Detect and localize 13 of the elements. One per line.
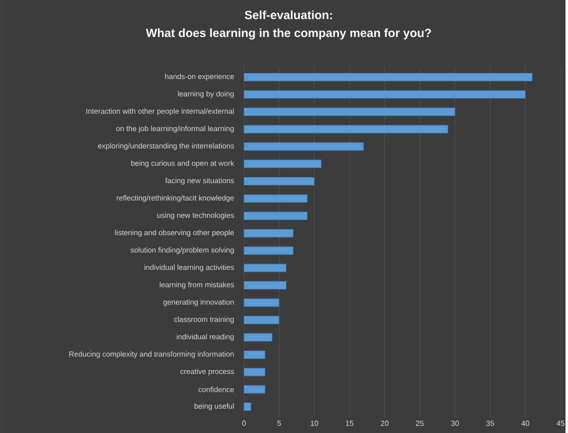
bar xyxy=(244,228,294,238)
bar xyxy=(244,212,308,220)
chart-subtitle: What does learning in the company mean for you? xyxy=(146,28,431,40)
bar xyxy=(244,108,456,116)
bar xyxy=(244,281,286,290)
bar xyxy=(244,124,448,134)
bar xyxy=(244,246,294,255)
bar xyxy=(244,72,533,82)
bar xyxy=(244,298,280,307)
bar xyxy=(244,333,272,342)
bar xyxy=(244,160,322,168)
bar xyxy=(244,176,315,186)
chart-title: Self-evaluation: xyxy=(244,10,332,20)
